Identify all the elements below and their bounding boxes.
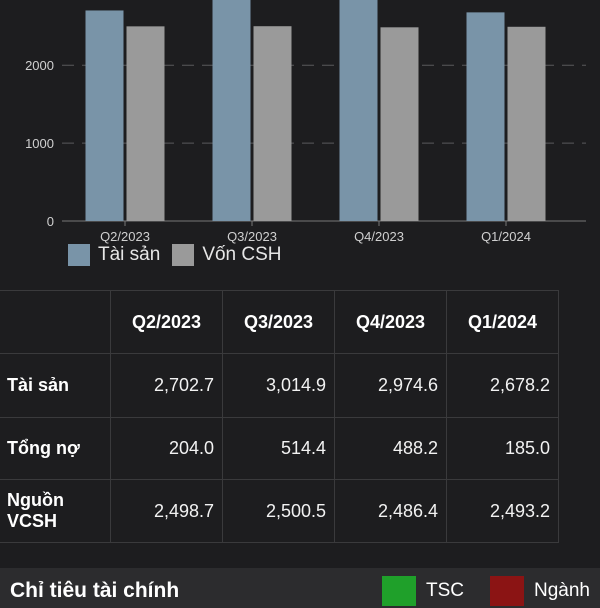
legend-swatch-von-csh [172, 244, 195, 266]
x-tick-label: Q4/2023 [354, 229, 404, 244]
table-header-row: Q2/2023 Q3/2023 Q4/2023 Q1/2024 [0, 290, 559, 354]
row-label-line1: Nguồn [7, 490, 64, 510]
table-header-q3-2023: Q3/2023 [222, 290, 335, 354]
y-tick-label: 1000 [25, 136, 54, 151]
legend-item-von-csh: Vốn CSH [172, 244, 282, 266]
table-cell: 514.4 [222, 417, 335, 480]
bar-von-csh [126, 26, 165, 221]
table-cell: 2,702.7 [110, 353, 223, 418]
section-title: Chỉ tiêu tài chính [10, 579, 180, 602]
table-cell: 2,500.5 [222, 479, 335, 543]
bar-von-csh [380, 27, 419, 221]
legend-label-von-csh: Vốn CSH [202, 244, 282, 265]
table-cell: 2,678.2 [446, 353, 559, 418]
row-label-line2: VCSH [7, 511, 58, 531]
table-cell: 204.0 [110, 417, 223, 480]
table-row: Nguồn VCSH 2,498.7 2,500.5 2,486.4 2,493… [0, 479, 559, 543]
y-tick-label: 0 [47, 214, 54, 229]
legend-item-nganh[interactable]: Ngành [490, 576, 590, 606]
chart-legend: Tài sản Vốn CSH [68, 244, 294, 266]
table-row: Tài sản 2,702.7 3,014.9 2,974.6 2,678.2 [0, 353, 559, 418]
table-cell: 185.0 [446, 417, 559, 480]
table-cell: 2,498.7 [110, 479, 223, 543]
row-label-tong-no: Tổng nợ [0, 417, 111, 480]
bar-von-csh [507, 26, 546, 221]
table-header-empty [0, 290, 111, 354]
legend-label-nganh: Ngành [534, 580, 590, 601]
table-header-q2-2023: Q2/2023 [110, 290, 223, 354]
legend-swatch-tai-san [68, 244, 90, 266]
row-label-nguon-vcsh: Nguồn VCSH [0, 479, 111, 543]
legend-item-tai-san: Tài sản [68, 244, 160, 266]
table-cell: 2,486.4 [334, 479, 447, 543]
x-tick-label: Q2/2023 [100, 229, 150, 244]
bar-von-csh [253, 26, 292, 222]
table-header-q4-2023: Q4/2023 [334, 290, 447, 354]
table-header-q1-2024: Q1/2024 [446, 290, 559, 354]
x-tick-label: Q1/2024 [481, 229, 531, 244]
financial-table: Q2/2023 Q3/2023 Q4/2023 Q1/2024 Tài sản … [0, 290, 559, 543]
y-tick-label: 2000 [25, 58, 54, 73]
legend-item-tsc[interactable]: TSC [382, 576, 464, 606]
table-cell: 488.2 [334, 417, 447, 480]
table-cell: 2,493.2 [446, 479, 559, 543]
bar-tai-san [85, 10, 124, 221]
table-row: Tổng nợ 204.0 514.4 488.2 185.0 [0, 417, 559, 480]
bar-tai-san [339, 0, 378, 222]
bar-tai-san [212, 0, 251, 222]
table-cell: 2,974.6 [334, 353, 447, 418]
legend-label-tsc: TSC [426, 580, 464, 601]
row-label-tai-san: Tài sản [0, 353, 111, 418]
legend-label-tai-san: Tài sản [98, 244, 161, 265]
bar-tai-san [466, 12, 505, 221]
table-cell: 3,014.9 [222, 353, 335, 418]
bar-chart: 0 1000 2000 Q2/2023 Q3/2023 Q4/2023 Q1/2024 [25, 0, 586, 244]
x-tick-label: Q3/2023 [227, 229, 277, 244]
legend-swatch-nganh [490, 576, 524, 606]
legend-swatch-tsc [382, 576, 416, 606]
